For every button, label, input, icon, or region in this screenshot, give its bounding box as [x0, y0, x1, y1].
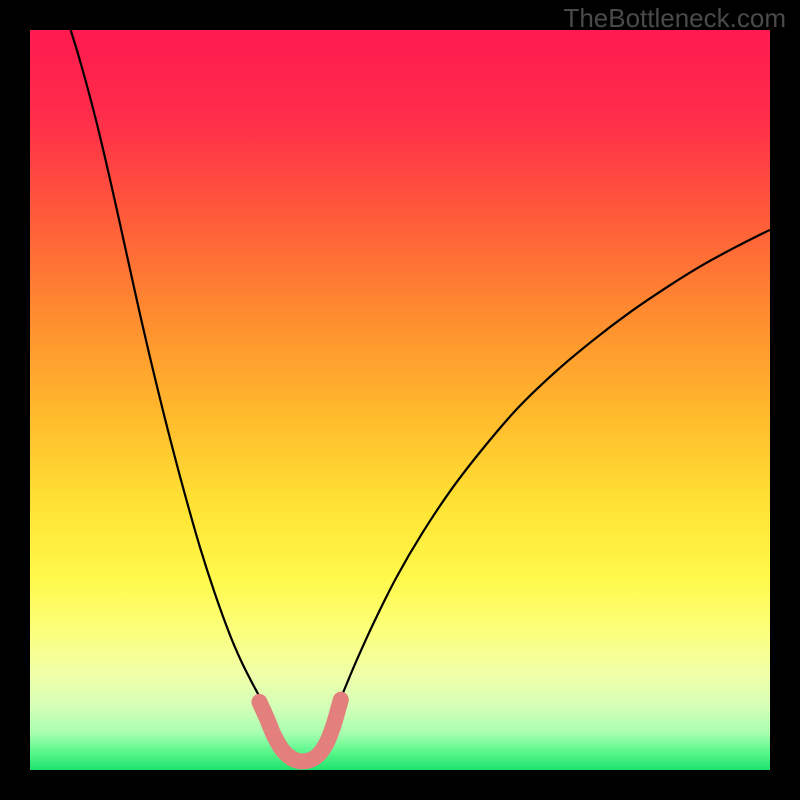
- plot-svg: [30, 30, 770, 770]
- watermark-text: TheBottleneck.com: [563, 3, 786, 34]
- plot-frame: [30, 30, 770, 770]
- curve-left: [71, 30, 267, 717]
- chart-stage: TheBottleneck.com: [0, 0, 800, 800]
- curve-bottom-marker: [259, 700, 340, 762]
- curve-right: [335, 230, 770, 711]
